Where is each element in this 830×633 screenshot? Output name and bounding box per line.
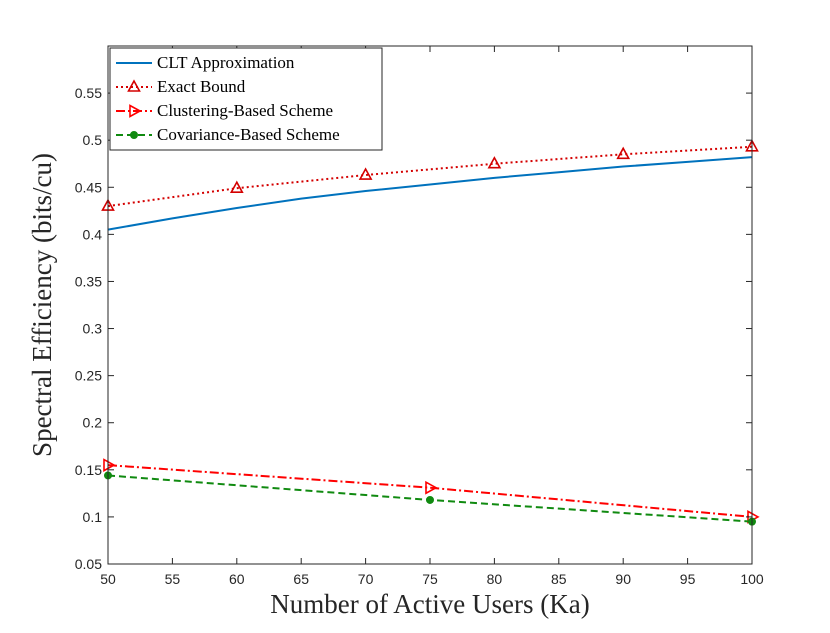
legend-item: Exact Bound <box>116 77 246 96</box>
x-tick-label: 75 <box>422 571 438 587</box>
x-tick-label: 85 <box>551 571 567 587</box>
data-point-marker <box>426 495 434 504</box>
legend-item: CLT Approximation <box>116 53 295 72</box>
x-tick-label: 90 <box>615 571 631 587</box>
data-point-marker <box>425 480 438 495</box>
x-tick-label: 95 <box>680 571 696 587</box>
x-tick-label: 50 <box>100 571 116 587</box>
y-tick-label: 0.35 <box>75 273 102 289</box>
legend-swatch-marker <box>130 131 138 139</box>
legend-label: Exact Bound <box>157 77 246 96</box>
series-line <box>107 156 753 231</box>
x-tick-label: 100 <box>740 571 764 587</box>
y-tick-label: 0.4 <box>83 226 103 242</box>
legend-item: Covariance-Based Scheme <box>116 125 340 144</box>
y-tick-label: 0.2 <box>83 415 103 431</box>
data-point-marker <box>487 156 502 169</box>
y-tick-label: 0.15 <box>75 462 102 478</box>
y-tick-label: 0.45 <box>75 179 102 195</box>
x-tick-label: 65 <box>293 571 309 587</box>
y-tick-label: 0.25 <box>75 368 102 384</box>
data-point-marker <box>229 180 244 194</box>
x-tick-label: 55 <box>165 571 181 587</box>
series-line <box>107 464 753 518</box>
tick-layer: 50 55 60 65 70 75 80 85 90 95 100 0.05 0.1 0.15 0.2 0.2… <box>75 46 764 587</box>
legend-box <box>109 47 383 151</box>
x-tick-label: 60 <box>229 571 245 587</box>
data-point-marker <box>616 146 631 160</box>
legend-label: Covariance-Based Scheme <box>157 125 340 144</box>
y-tick-label: 0.05 <box>75 556 102 572</box>
x-tick-label: 80 <box>487 571 503 587</box>
legend-label: Clustering-Based Scheme <box>157 101 333 120</box>
y-tick-label: 0.1 <box>83 509 103 525</box>
y-tick-label: 0.3 <box>83 321 103 337</box>
legend: CLT Approximation Exact Bound Clustering-B… <box>109 47 383 151</box>
data-point-marker <box>103 458 116 472</box>
y-tick-label: 0.55 <box>75 85 102 101</box>
legend-label: CLT Approximation <box>157 53 295 72</box>
series-clt-approximation <box>107 156 753 231</box>
x-tick-label: 70 <box>358 571 374 587</box>
legend-item: Clustering-Based Scheme <box>116 101 333 120</box>
legend-swatch-marker <box>127 79 141 92</box>
y-axis-label: Spectral Efficiency (bits/cu) <box>27 153 57 457</box>
y-tick-label: 0.5 <box>83 132 103 148</box>
x-axis-label: Number of Active Users (Ka) <box>270 589 589 619</box>
data-point-marker <box>358 167 373 180</box>
legend-swatch-marker <box>129 104 142 118</box>
